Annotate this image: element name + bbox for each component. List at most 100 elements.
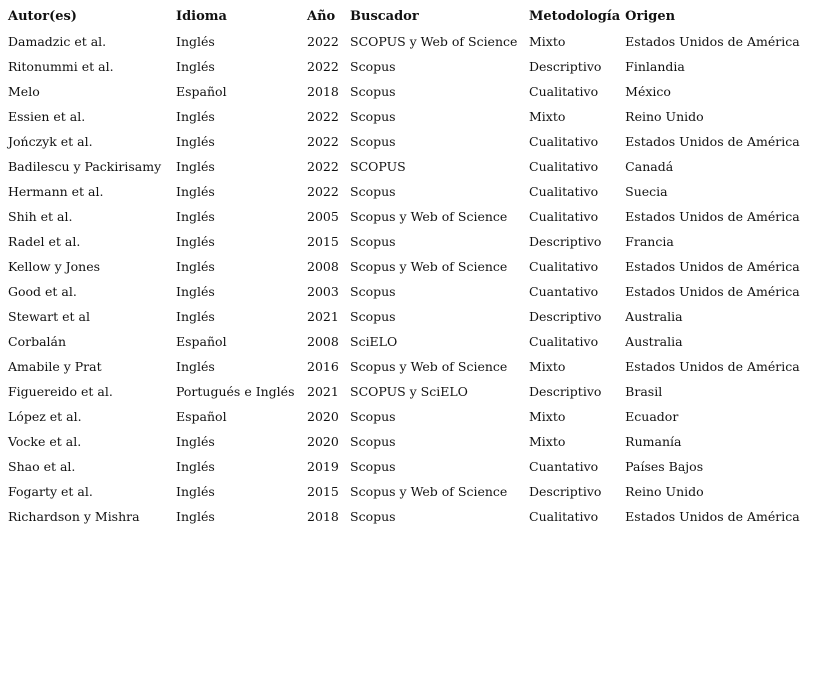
cell-year: 2020 bbox=[307, 409, 339, 424]
table-row: Melo Español 2018 Scopus Cualitativo México bbox=[3, 79, 810, 104]
column-header-search-engine: Buscador bbox=[350, 9, 419, 24]
cell-author: Richardson y Mishra bbox=[8, 509, 140, 524]
cell-language: Español bbox=[176, 334, 227, 349]
column-header-author: Autor(es) bbox=[8, 9, 77, 24]
cell-methodology: Cualitativo bbox=[529, 84, 599, 99]
cell-language: Inglés bbox=[176, 459, 215, 474]
cell-language: Inglés bbox=[176, 234, 215, 249]
cell-year: 2021 bbox=[307, 384, 339, 399]
cell-methodology: Mixto bbox=[529, 34, 566, 49]
cell-origin: Reino Unido bbox=[625, 484, 704, 499]
cell-search-engine: Scopus bbox=[350, 234, 396, 249]
table-row: Radel et al. Inglés 2015 Scopus Descriptivo F… bbox=[3, 229, 810, 254]
cell-search-engine: Scopus y Web of Science bbox=[350, 359, 508, 374]
cell-methodology: Cualitativo bbox=[529, 509, 599, 524]
cell-methodology: Cualitativo bbox=[529, 159, 599, 174]
table-row: Essien et al. Inglés 2022 Scopus Mixto Reino … bbox=[3, 104, 810, 129]
cell-author: Jończyk et al. bbox=[8, 134, 93, 149]
cell-language: Español bbox=[176, 409, 227, 424]
cell-language: Inglés bbox=[176, 134, 215, 149]
column-header-origin: Origen bbox=[625, 9, 676, 24]
cell-search-engine: Scopus bbox=[350, 509, 396, 524]
studies-table: Autor(es) Idioma Año Buscador Metodología Ori… bbox=[3, 4, 810, 529]
cell-origin: Estados Unidos de América bbox=[625, 134, 800, 149]
cell-origin: Estados Unidos de América bbox=[625, 284, 800, 299]
cell-search-engine: Scopus bbox=[350, 459, 396, 474]
cell-language: Inglés bbox=[176, 434, 215, 449]
cell-origin: Estados Unidos de América bbox=[625, 259, 800, 274]
cell-language: Inglés bbox=[176, 59, 215, 74]
cell-year: 2022 bbox=[307, 34, 339, 49]
table-row: Shih et al. Inglés 2005 Scopus y Web of Sci… bbox=[3, 204, 810, 229]
cell-year: 2019 bbox=[307, 459, 339, 474]
cell-year: 2021 bbox=[307, 309, 339, 324]
cell-origin: Estados Unidos de América bbox=[625, 359, 800, 374]
cell-author: Hermann et al. bbox=[8, 184, 104, 199]
cell-year: 2022 bbox=[307, 59, 339, 74]
cell-search-engine: Scopus y Web of Science bbox=[350, 259, 508, 274]
cell-search-engine: Scopus bbox=[350, 409, 396, 424]
cell-methodology: Mixto bbox=[529, 359, 566, 374]
cell-author: Radel et al. bbox=[8, 234, 81, 249]
cell-language: Inglés bbox=[176, 284, 215, 299]
cell-author: Shih et al. bbox=[8, 209, 73, 224]
cell-origin: Ecuador bbox=[625, 409, 679, 424]
cell-methodology: Mixto bbox=[529, 109, 566, 124]
cell-language: Inglés bbox=[176, 309, 215, 324]
cell-search-engine: Scopus bbox=[350, 284, 396, 299]
cell-search-engine: Scopus y Web of Science bbox=[350, 484, 508, 499]
table-row: Shao et al. Inglés 2019 Scopus Cuantativo Paí… bbox=[3, 454, 810, 479]
table-row: Damadzic et al. Inglés 2022 SCOPUS y Web of… bbox=[3, 29, 810, 54]
cell-origin: Suecia bbox=[625, 184, 668, 199]
cell-year: 2022 bbox=[307, 134, 339, 149]
column-header-methodology: Metodología bbox=[529, 9, 621, 24]
cell-origin: Estados Unidos de América bbox=[625, 34, 800, 49]
cell-year: 2018 bbox=[307, 509, 339, 524]
cell-methodology: Cuantativo bbox=[529, 459, 599, 474]
cell-year: 2015 bbox=[307, 484, 339, 499]
table-row: Stewart et al Inglés 2021 Scopus Descriptivo… bbox=[3, 304, 810, 329]
cell-methodology: Descriptivo bbox=[529, 309, 602, 324]
column-header-language: Idioma bbox=[176, 9, 227, 24]
cell-year: 2008 bbox=[307, 259, 339, 274]
cell-language: Español bbox=[176, 84, 227, 99]
cell-search-engine: Scopus bbox=[350, 434, 396, 449]
cell-author: Vocke et al. bbox=[8, 434, 82, 449]
cell-methodology: Cualitativo bbox=[529, 334, 599, 349]
cell-language: Inglés bbox=[176, 209, 215, 224]
cell-origin: México bbox=[625, 84, 671, 99]
cell-author: Kellow y Jones bbox=[8, 259, 101, 274]
cell-origin: Australia bbox=[625, 309, 683, 324]
cell-search-engine: Scopus bbox=[350, 184, 396, 199]
cell-methodology: Cualitativo bbox=[529, 134, 599, 149]
cell-year: 2003 bbox=[307, 284, 339, 299]
table-row: López et al. Español 2020 Scopus Mixto Ecuado… bbox=[3, 404, 810, 429]
column-header-year: Año bbox=[307, 9, 336, 24]
cell-origin: Reino Unido bbox=[625, 109, 704, 124]
cell-search-engine: SCOPUS y SciELO bbox=[350, 384, 468, 399]
table-row: Figuereido et al. Portugués e Inglés 2021 S… bbox=[3, 379, 810, 404]
cell-author: Good et al. bbox=[8, 284, 77, 299]
cell-language: Inglés bbox=[176, 109, 215, 124]
cell-origin: Estados Unidos de América bbox=[625, 209, 800, 224]
cell-year: 2015 bbox=[307, 234, 339, 249]
table-row: Kellow y Jones Inglés 2008 Scopus y Web of … bbox=[3, 254, 810, 279]
cell-methodology: Descriptivo bbox=[529, 384, 602, 399]
cell-origin: Australia bbox=[625, 334, 683, 349]
table-row: Badilescu y Packirisamy Inglés 2022 SCOPUS C… bbox=[3, 154, 810, 179]
cell-language: Inglés bbox=[176, 359, 215, 374]
cell-language: Inglés bbox=[176, 34, 215, 49]
cell-author: Amabile y Prat bbox=[8, 359, 102, 374]
cell-methodology: Cualitativo bbox=[529, 184, 599, 199]
table-row: Ritonummi et al. Inglés 2022 Scopus Descript… bbox=[3, 54, 810, 79]
cell-search-engine: Scopus bbox=[350, 309, 396, 324]
cell-language: Portugués e Inglés bbox=[176, 384, 295, 399]
table-row: Jończyk et al. Inglés 2022 Scopus Cualitativ… bbox=[3, 129, 810, 154]
table-row: Corbalán Español 2008 SciELO Cualitativo Aust… bbox=[3, 329, 810, 354]
cell-origin: Brasil bbox=[625, 384, 663, 399]
cell-year: 2018 bbox=[307, 84, 339, 99]
cell-year: 2022 bbox=[307, 159, 339, 174]
cell-search-engine: SCOPUS bbox=[350, 159, 406, 174]
cell-language: Inglés bbox=[176, 484, 215, 499]
cell-author: Essien et al. bbox=[8, 109, 86, 124]
